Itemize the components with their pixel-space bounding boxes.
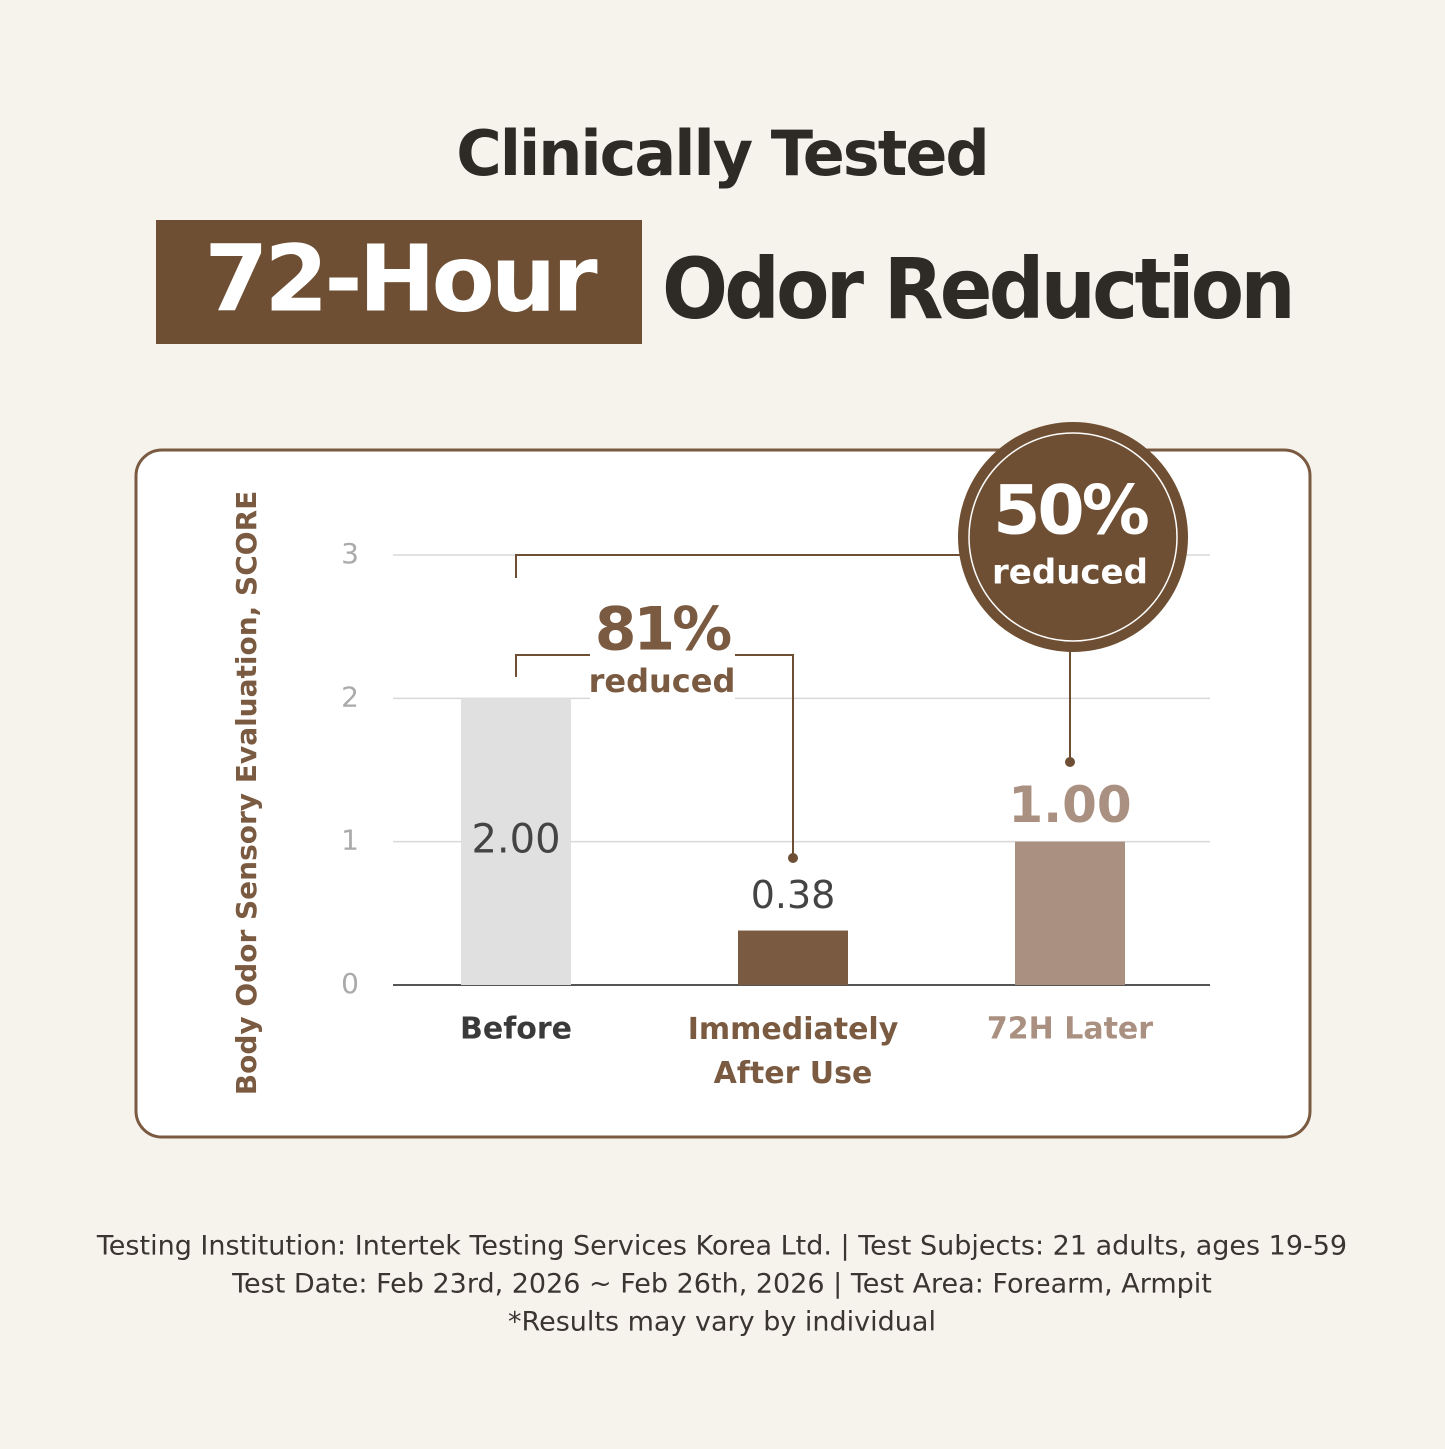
x-tick-label: 72H Later bbox=[987, 1012, 1153, 1047]
x-tick-label: Immediately After Use bbox=[688, 1012, 899, 1091]
annotation-bg bbox=[590, 600, 735, 700]
footnote: *Results may vary by individual bbox=[508, 1307, 936, 1338]
highlight-box bbox=[156, 220, 642, 344]
annotation-text: reduced bbox=[589, 662, 736, 700]
y-tick-label: 3 bbox=[341, 537, 359, 570]
bracket bbox=[515, 554, 1071, 762]
bracket-dot bbox=[1065, 757, 1075, 767]
subtitle: Odor Reduction bbox=[662, 240, 1292, 338]
footnote: Test Date: Feb 23rd, 2026 ~ Feb 26th, 20… bbox=[231, 1269, 1212, 1300]
title: Clinically Tested bbox=[456, 117, 988, 190]
footnote: Testing Institution: Intertek Testing Se… bbox=[96, 1231, 1347, 1262]
bar bbox=[1015, 841, 1125, 985]
x-tick-label: Before bbox=[460, 1012, 572, 1047]
value-label: 0.38 bbox=[751, 873, 836, 917]
bar bbox=[738, 930, 848, 985]
y-tick-label: 2 bbox=[341, 680, 359, 713]
highlight-text: 72-Hour bbox=[204, 225, 598, 332]
value-label: 2.00 bbox=[471, 816, 560, 862]
badge bbox=[958, 422, 1188, 652]
y-tick-label: 1 bbox=[341, 824, 359, 857]
annotation-text: reduced bbox=[992, 553, 1148, 593]
y-axis-label: Body Odor Sensory Evaluation, SCORE bbox=[230, 491, 263, 1096]
badge-ring bbox=[968, 432, 1178, 642]
bar bbox=[461, 698, 571, 985]
bracket-dot bbox=[788, 853, 798, 863]
y-tick-label: 0 bbox=[341, 967, 359, 1000]
value-label: 1.00 bbox=[1008, 776, 1131, 834]
annotation-pct: 50% bbox=[993, 472, 1148, 551]
annotation-pct: 81% bbox=[595, 595, 731, 665]
